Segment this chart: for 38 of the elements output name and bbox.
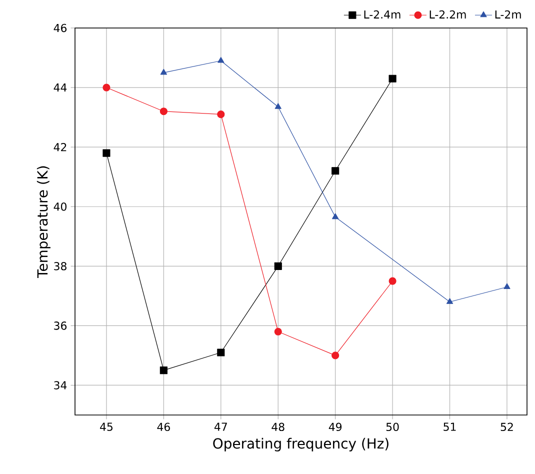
- point: [160, 108, 168, 116]
- y-tick-label: 36: [54, 322, 67, 330]
- x-tick-label: 45: [100, 422, 112, 431]
- y-tick-label: 42: [54, 143, 66, 152]
- point: [446, 298, 454, 304]
- x-tick-label: 51: [444, 422, 456, 431]
- x-tick-label: 48: [272, 422, 284, 432]
- point: [332, 352, 340, 360]
- x-tick-label: 47: [214, 422, 227, 431]
- legend-label: L-2.4m: [364, 10, 400, 18]
- x-tick-label: 49: [328, 422, 342, 432]
- point: [274, 262, 282, 270]
- point: [160, 366, 168, 374]
- point: [388, 74, 396, 82]
- point: [218, 56, 224, 63]
- y-tick-label: 40: [54, 202, 66, 211]
- point: [102, 84, 110, 92]
- y-tick-label: 38: [54, 262, 66, 270]
- x-axis-title: Operating frequency (Hz): [213, 438, 388, 452]
- x-tick-label: 50: [386, 422, 399, 432]
- point: [274, 328, 282, 336]
- point: [388, 277, 396, 285]
- point: [160, 68, 168, 75]
- point: [332, 167, 340, 175]
- point: [504, 283, 510, 290]
- point: [332, 213, 339, 220]
- point: [102, 149, 110, 157]
- y-axis-title: Temperature (K): [36, 166, 50, 278]
- legend-label: L-2.2m: [430, 10, 466, 18]
- point: [274, 103, 282, 109]
- point: [217, 110, 225, 118]
- x-tick-label: 46: [157, 422, 170, 432]
- x-tick-label: 52: [500, 422, 513, 432]
- y-tick-label: 44: [54, 84, 67, 92]
- y-tick-label: 46: [54, 24, 67, 32]
- y-tick-label: 34: [54, 381, 67, 390]
- point: [217, 348, 225, 356]
- legend-label: L-2m: [495, 10, 521, 18]
